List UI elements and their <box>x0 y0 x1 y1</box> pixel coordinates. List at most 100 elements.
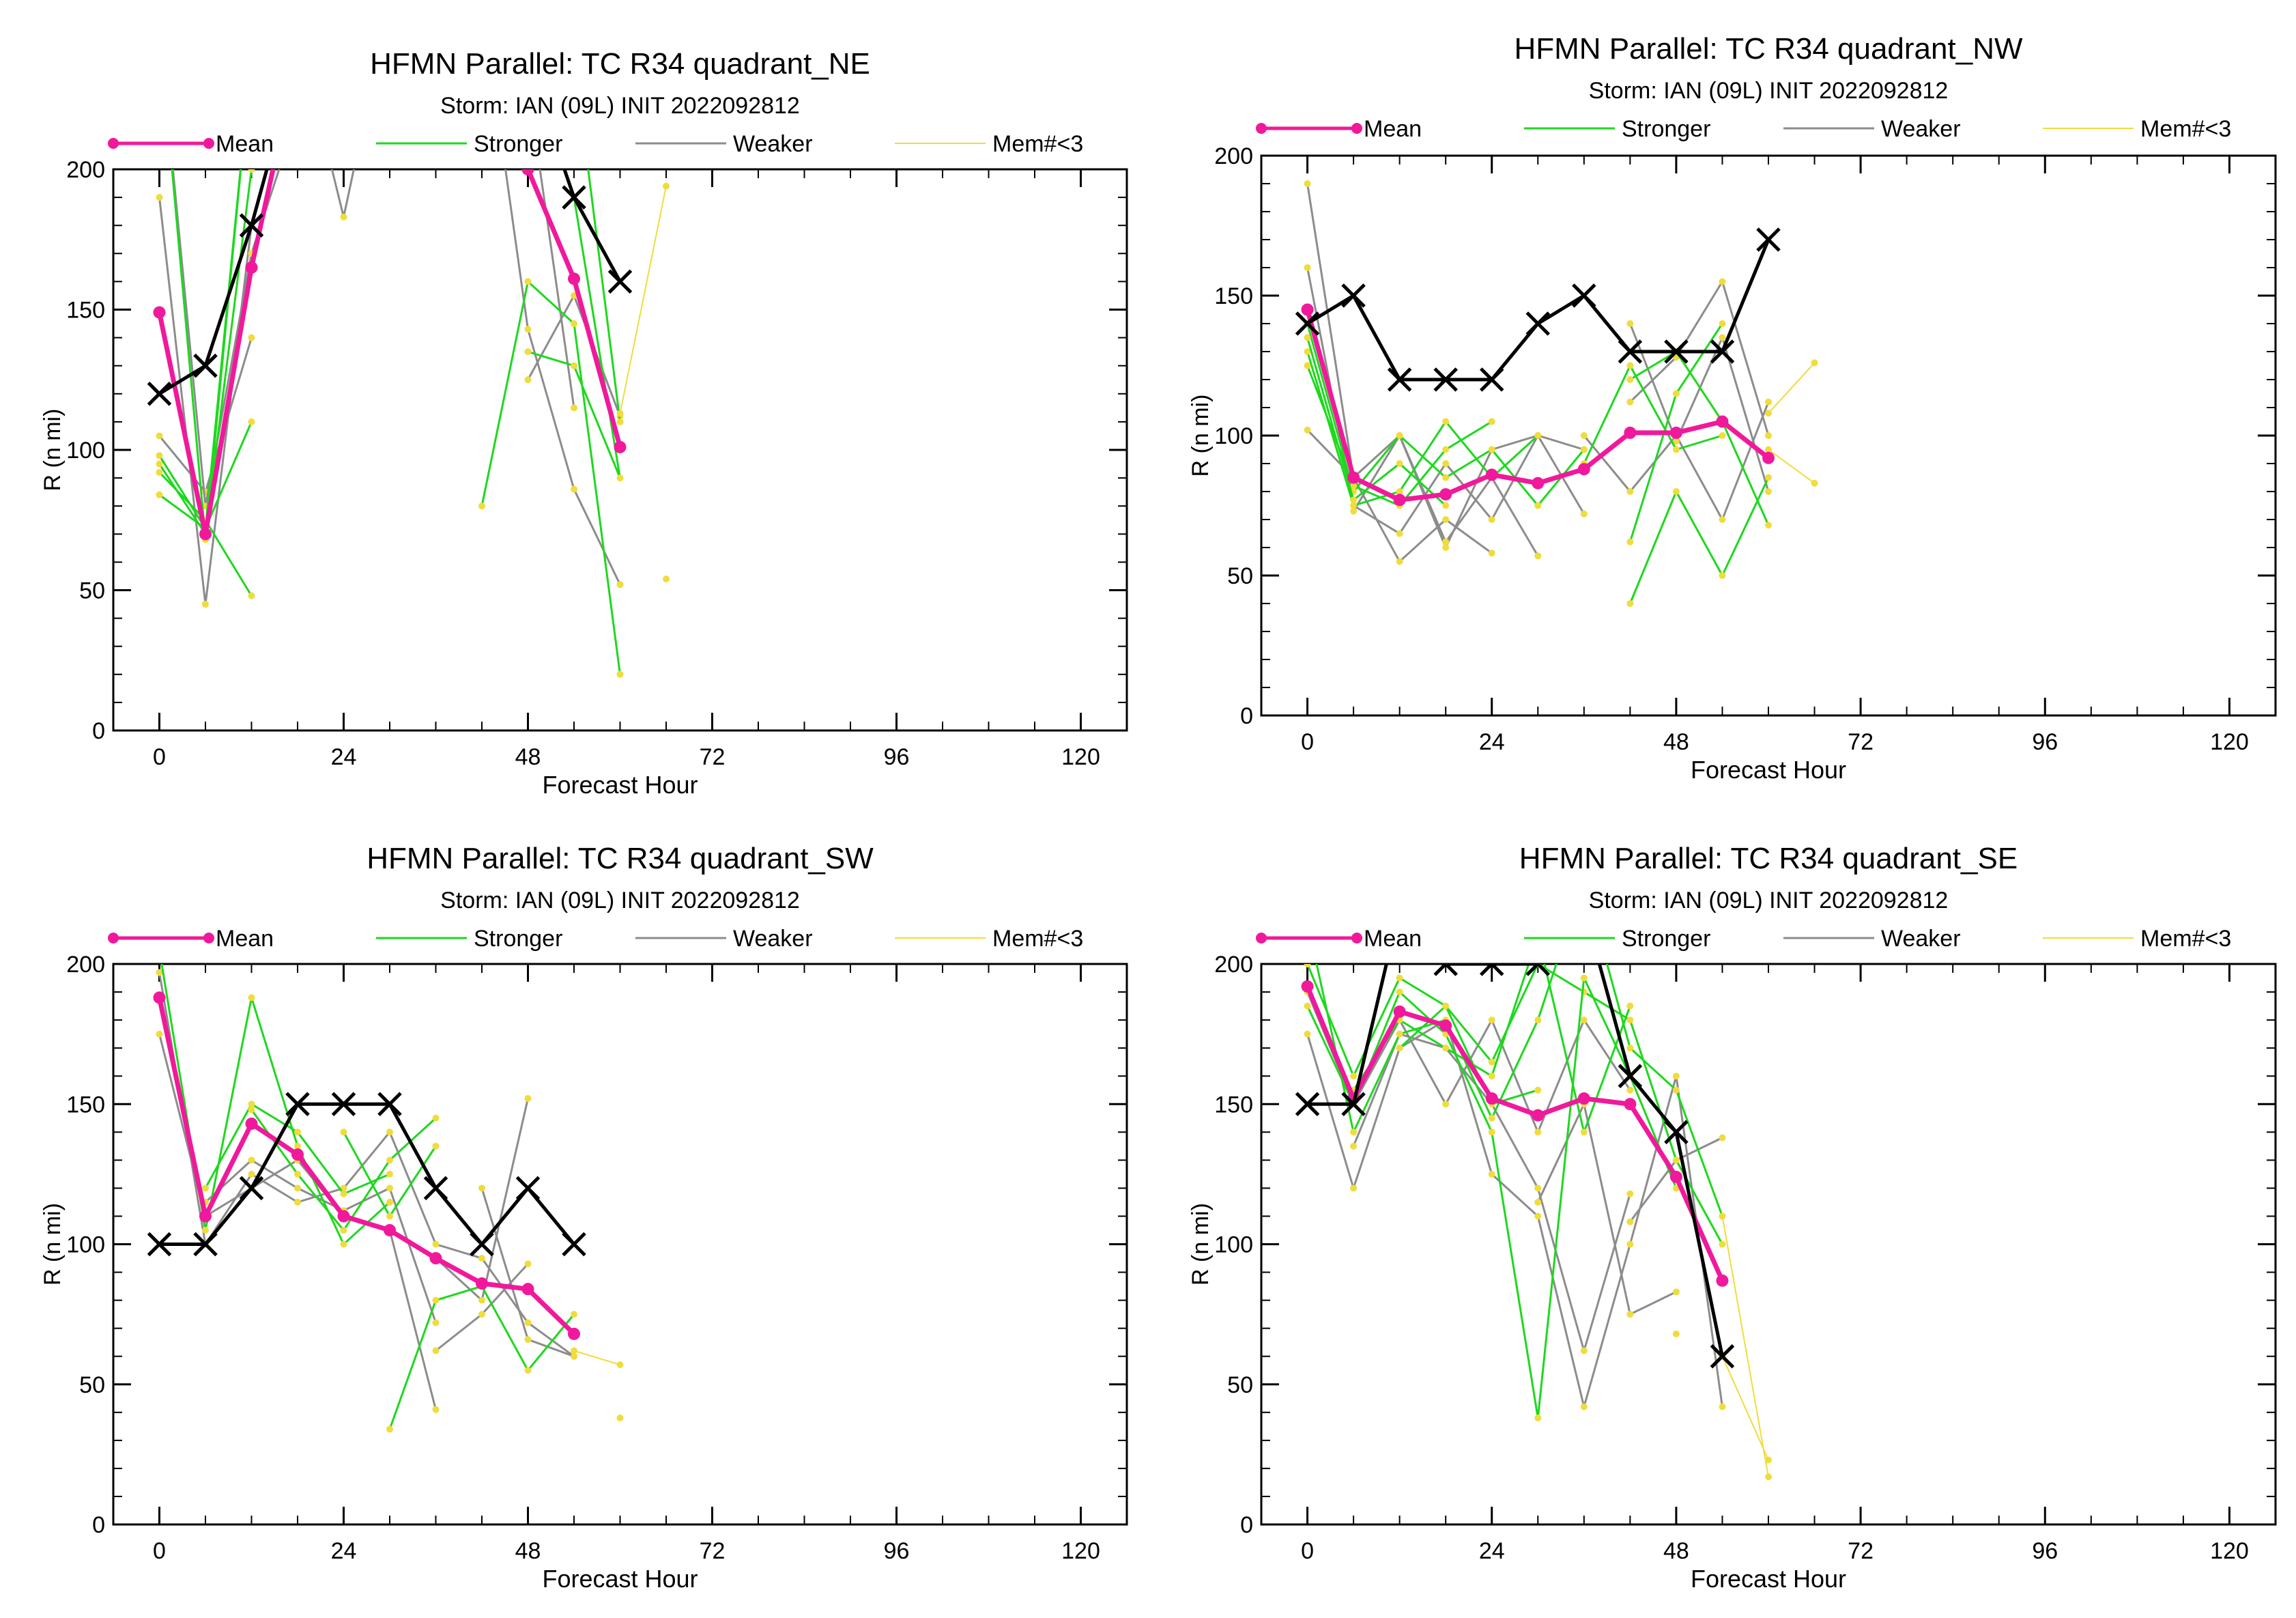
series-point-stronger <box>248 54 255 61</box>
series-point-weaker <box>1626 1218 1634 1225</box>
best-track-marker <box>607 269 633 294</box>
best-track-marker <box>1618 1064 1643 1088</box>
series-point-stronger <box>340 1190 347 1197</box>
series-point-stronger <box>1350 1129 1358 1136</box>
series-point-weaker <box>294 110 301 117</box>
mean-point <box>568 1327 580 1340</box>
mean-point <box>1485 468 1498 481</box>
legend-label-mem_lt3: Mem#<3 <box>2140 926 2231 952</box>
series-point-stronger <box>1626 600 1634 607</box>
best-track-marker <box>193 353 218 378</box>
y-axis-label: R (n mi) <box>1188 395 1214 477</box>
y-tick-label: 150 <box>66 1092 105 1118</box>
series-point-weaker <box>432 1406 440 1413</box>
series-point-weaker <box>478 1311 485 1318</box>
chart-panel-3: HFMN Parallel: TC R34 quadrant_SW Storm: … <box>40 842 1128 1593</box>
mean-point <box>1624 1098 1637 1111</box>
mean-point <box>1301 303 1314 316</box>
series-point-mem_lt3 <box>616 410 624 417</box>
series-point-stronger <box>1534 1086 1542 1094</box>
series-point-weaker <box>1442 538 1450 545</box>
series-line-stronger <box>1315 964 1723 1217</box>
y-tick-label: 50 <box>79 1372 105 1398</box>
chart-subtitle: Storm: IAN (09L) INIT 2022092812 <box>1589 78 1949 104</box>
legend-marker-mean <box>1256 933 1267 943</box>
y-axis-label: R (n mi) <box>40 409 66 492</box>
series-point-weaker <box>156 432 163 440</box>
x-tick-label: 72 <box>1848 729 1874 755</box>
x-tick-label: 72 <box>700 744 726 770</box>
series-point-stronger <box>1396 989 1403 996</box>
series-point-stronger <box>1304 964 1311 967</box>
series-point-weaker <box>1350 1142 1358 1150</box>
series-point-weaker <box>386 1184 393 1192</box>
y-tick-label: 50 <box>1227 1372 1253 1398</box>
y-tick-label: 100 <box>66 438 105 464</box>
legend-marker-mean <box>108 138 119 149</box>
series-point-weaker <box>1488 550 1495 557</box>
series-point-stronger <box>1488 1073 1495 1080</box>
best-track-marker <box>1572 283 1596 308</box>
mean-point <box>1669 426 1682 439</box>
x-tick-label: 96 <box>2032 729 2058 755</box>
series-point-stronger <box>1672 488 1680 495</box>
series-point-stronger <box>1396 488 1403 495</box>
series-point-weaker <box>1626 1190 1634 1197</box>
mean-point <box>1716 1274 1729 1287</box>
series-point-stronger <box>616 418 624 425</box>
series-line-stronger <box>158 421 253 530</box>
best-track-marker <box>562 1232 586 1257</box>
mean-point <box>521 1283 534 1296</box>
legend: Mean Stronger Weaker Mem#<3 <box>108 926 1083 952</box>
series-point-stronger <box>524 1367 532 1374</box>
series-line-mem_lt3 <box>619 186 667 414</box>
mean-point <box>476 1277 488 1290</box>
mean-point <box>1347 471 1360 484</box>
series-line-stronger <box>480 279 621 675</box>
series-point-stronger <box>1442 474 1450 481</box>
series-line-weaker <box>171 169 281 507</box>
series-point-mem_lt3 <box>1765 410 1772 417</box>
series-point-stronger <box>1442 1002 1450 1010</box>
x-tick-label: 120 <box>1061 744 1100 770</box>
series-point-weaker <box>1350 1184 1358 1192</box>
series-point-weaker <box>1534 1129 1542 1136</box>
mean-point <box>384 1223 396 1236</box>
series-point-stronger <box>294 1170 301 1178</box>
series-point-stronger <box>156 468 163 476</box>
y-tick-label: 200 <box>66 157 105 183</box>
series-point-stronger <box>1580 974 1588 982</box>
series-point-stronger <box>1765 474 1772 481</box>
legend-label-mem_lt3: Mem#<3 <box>992 926 1083 952</box>
series-point-stronger <box>1304 334 1311 341</box>
mean-line <box>157 997 576 1336</box>
legend: Mean Stronger Weaker Mem#<3 <box>1256 926 2231 952</box>
mean-point <box>153 991 166 1004</box>
data-layer <box>1295 964 1772 1481</box>
series-point-stronger <box>156 460 163 468</box>
series-point-weaker <box>1304 264 1311 271</box>
x-tick-label: 0 <box>153 744 166 770</box>
series-line-stronger <box>1306 964 1723 1245</box>
chart-title: HFMN Parallel: TC R34 quadrant_NW <box>1515 32 2023 66</box>
legend: Mean Stronger Weaker Mem#<3 <box>108 131 1083 157</box>
series-point-weaker <box>1442 516 1450 523</box>
series-point-stronger <box>432 1296 440 1304</box>
series-point-weaker <box>1304 1030 1311 1038</box>
best-track-marker <box>1433 367 1458 392</box>
series-point-weaker <box>1719 334 1726 341</box>
series-line-weaker <box>435 1263 529 1352</box>
series-line-stronger <box>1629 350 1770 526</box>
series-point-weaker <box>1534 1198 1542 1206</box>
series-point-stronger <box>1534 502 1542 509</box>
x-tick-label: 120 <box>2210 729 2249 755</box>
series-point-stronger <box>248 994 255 1002</box>
mean-line <box>1305 985 1725 1282</box>
series-point-mem_lt3 <box>663 576 670 583</box>
series-point-stronger <box>1534 1415 1542 1422</box>
series-point-weaker <box>294 1184 301 1192</box>
series-point-mem_lt3 <box>1765 1456 1772 1464</box>
series-point-stronger <box>1765 522 1772 529</box>
series-point-weaker <box>1672 1073 1680 1080</box>
series-point-stronger <box>571 320 577 328</box>
